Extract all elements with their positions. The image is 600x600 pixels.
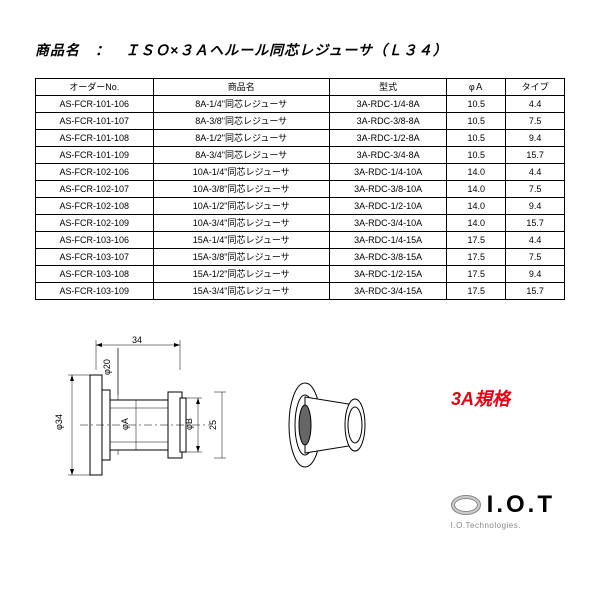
cell-model: 3A-RDC-3/8-15A xyxy=(329,249,447,266)
table-row: AS-FCR-103-10915A-3/4"同芯レジューサ3A-RDC-3/4-… xyxy=(36,283,565,300)
dim-25: 25 xyxy=(208,420,218,430)
cell-name: 8A-3/4"同芯レジューサ xyxy=(153,147,329,164)
cell-model: 3A-RDC-1/2-8A xyxy=(329,130,447,147)
isometric-view xyxy=(289,383,365,467)
table-row: AS-FCR-102-10810A-1/2"同芯レジューサ3A-RDC-1/2-… xyxy=(36,198,565,215)
cell-order: AS-FCR-102-107 xyxy=(36,181,154,198)
cell-type: 4.4 xyxy=(506,164,565,181)
cell-name: 8A-1/4"同芯レジューサ xyxy=(153,96,329,113)
cell-order: AS-FCR-103-107 xyxy=(36,249,154,266)
cell-model: 3A-RDC-3/8-10A xyxy=(329,181,447,198)
table-row: AS-FCR-101-1088A-1/2"同芯レジューサ3A-RDC-1/2-8… xyxy=(36,130,565,147)
cell-type: 9.4 xyxy=(506,198,565,215)
cell-model: 3A-RDC-3/4-10A xyxy=(329,215,447,232)
cell-phia: 17.5 xyxy=(447,249,506,266)
cell-model: 3A-RDC-1/4-10A xyxy=(329,164,447,181)
cell-order: AS-FCR-102-109 xyxy=(36,215,154,232)
header-phia: φＡ xyxy=(447,79,506,96)
cell-model: 3A-RDC-3/8-8A xyxy=(329,113,447,130)
cell-type: 9.4 xyxy=(506,266,565,283)
table-row: AS-FCR-103-10815A-1/2"同芯レジューサ3A-RDC-1/2-… xyxy=(36,266,565,283)
cell-name: 10A-3/4"同芯レジューサ xyxy=(153,215,329,232)
cell-phia: 14.0 xyxy=(447,164,506,181)
dim-phib: φB xyxy=(184,418,194,430)
table-row: AS-FCR-101-1068A-1/4"同芯レジューサ3A-RDC-1/4-8… xyxy=(36,96,565,113)
cell-order: AS-FCR-101-106 xyxy=(36,96,154,113)
cell-phia: 10.5 xyxy=(447,147,506,164)
cell-name: 15A-1/2"同芯レジューサ xyxy=(153,266,329,283)
cell-name: 15A-3/4"同芯レジューサ xyxy=(153,283,329,300)
cell-model: 3A-RDC-1/2-15A xyxy=(329,266,447,283)
cell-name: 10A-3/8"同芯レジューサ xyxy=(153,181,329,198)
cell-phia: 14.0 xyxy=(447,215,506,232)
dim-d20: φ20 xyxy=(102,359,112,375)
dim-length: 34 xyxy=(132,335,142,345)
cell-type: 15.7 xyxy=(506,147,565,164)
cell-order: AS-FCR-101-109 xyxy=(36,147,154,164)
spec-table: オーダーNo. 商品名 型式 φＡ タイプ AS-FCR-101-1068A-1… xyxy=(35,78,565,300)
cell-name: 15A-3/8"同芯レジューサ xyxy=(153,249,329,266)
header-model: 型式 xyxy=(329,79,447,96)
logo-subtitle: I.O.Technologies. xyxy=(451,521,555,530)
logo-text: I.O.T xyxy=(487,491,555,518)
cell-model: 3A-RDC-3/4-15A xyxy=(329,283,447,300)
header-order: オーダーNo. xyxy=(36,79,154,96)
cell-model: 3A-RDC-1/4-8A xyxy=(329,96,447,113)
cell-phia: 17.5 xyxy=(447,283,506,300)
table-row: AS-FCR-101-1098A-3/4"同芯レジューサ3A-RDC-3/4-8… xyxy=(36,147,565,164)
cell-order: AS-FCR-103-106 xyxy=(36,232,154,249)
cell-phia: 17.5 xyxy=(447,266,506,283)
cell-type: 15.7 xyxy=(506,215,565,232)
header-type: タイプ xyxy=(506,79,565,96)
cell-type: 7.5 xyxy=(506,181,565,198)
cell-name: 15A-1/4"同芯レジューサ xyxy=(153,232,329,249)
cell-model: 3A-RDC-1/4-15A xyxy=(329,232,447,249)
table-row: AS-FCR-103-10715A-3/8"同芯レジューサ3A-RDC-3/8-… xyxy=(36,249,565,266)
cell-order: AS-FCR-101-107 xyxy=(36,113,154,130)
logo: I.O.T I.O.Technologies. xyxy=(451,491,555,530)
cell-model: 3A-RDC-3/4-8A xyxy=(329,147,447,164)
dim-d34: φ34 xyxy=(54,414,64,430)
cell-order: AS-FCR-103-108 xyxy=(36,266,154,283)
header-name: 商品名 xyxy=(153,79,329,96)
table-header-row: オーダーNo. 商品名 型式 φＡ タイプ xyxy=(36,79,565,96)
table-row: AS-FCR-102-10610A-1/4"同芯レジューサ3A-RDC-1/4-… xyxy=(36,164,565,181)
cell-order: AS-FCR-101-108 xyxy=(36,130,154,147)
table-row: AS-FCR-101-1078A-3/8"同芯レジューサ3A-RDC-3/8-8… xyxy=(36,113,565,130)
table-row: AS-FCR-103-10615A-1/4"同芯レジューサ3A-RDC-1/4-… xyxy=(36,232,565,249)
cell-type: 15.7 xyxy=(506,283,565,300)
logo-ring-icon xyxy=(451,494,481,521)
standard-label: 3A規格 xyxy=(451,385,510,411)
cell-type: 9.4 xyxy=(506,130,565,147)
cell-order: AS-FCR-102-106 xyxy=(36,164,154,181)
dim-phia: φA xyxy=(120,418,130,430)
cell-phia: 10.5 xyxy=(447,113,506,130)
cell-type: 4.4 xyxy=(506,96,565,113)
cell-type: 7.5 xyxy=(506,113,565,130)
cell-order: AS-FCR-103-109 xyxy=(36,283,154,300)
cell-model: 3A-RDC-1/2-10A xyxy=(329,198,447,215)
table-row: AS-FCR-102-10910A-3/4"同芯レジューサ3A-RDC-3/4-… xyxy=(36,215,565,232)
table-row: AS-FCR-102-10710A-3/8"同芯レジューサ3A-RDC-3/8-… xyxy=(36,181,565,198)
cell-type: 4.4 xyxy=(506,232,565,249)
page-title: 商品名 ： ＩＳＯ×３Ａヘルール同芯レジューサ（Ｌ３４） xyxy=(35,40,565,60)
cell-phia: 17.5 xyxy=(447,232,506,249)
cell-phia: 10.5 xyxy=(447,130,506,147)
cell-phia: 10.5 xyxy=(447,96,506,113)
cell-name: 10A-1/4"同芯レジューサ xyxy=(153,164,329,181)
cell-phia: 14.0 xyxy=(447,181,506,198)
cell-name: 8A-3/8"同芯レジューサ xyxy=(153,113,329,130)
cell-name: 8A-1/2"同芯レジューサ xyxy=(153,130,329,147)
cell-order: AS-FCR-102-108 xyxy=(36,198,154,215)
cell-name: 10A-1/2"同芯レジューサ xyxy=(153,198,329,215)
cell-phia: 14.0 xyxy=(447,198,506,215)
cell-type: 7.5 xyxy=(506,249,565,266)
